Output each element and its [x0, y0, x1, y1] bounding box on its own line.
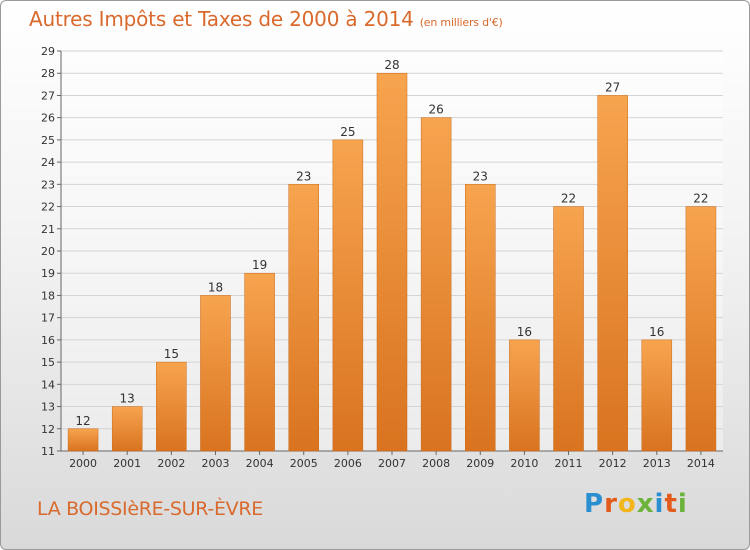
bar-2009 [465, 184, 496, 452]
y-tick-label: 20 [41, 245, 55, 258]
y-tick-label: 11 [41, 445, 55, 458]
y-tick-label: 29 [41, 45, 55, 58]
y-tick-label: 19 [41, 267, 55, 280]
bar-2014 [685, 206, 717, 452]
data-label-2010: 16 [517, 325, 532, 339]
chart-title-unit: (en milliers d'€) [419, 16, 503, 29]
x-tick-label-2011: 2011 [555, 457, 583, 470]
bar-2013 [641, 339, 673, 452]
y-tick-label: 16 [41, 334, 55, 347]
data-label-2008: 26 [428, 103, 443, 117]
data-label-2005: 23 [296, 169, 311, 183]
y-tick-label: 26 [41, 112, 55, 125]
x-tick-label-2013: 2013 [643, 457, 671, 470]
bar-2000 [67, 428, 99, 452]
x-tick-label-2001: 2001 [113, 457, 141, 470]
y-tick-label: 21 [41, 223, 55, 236]
proxiti-logo: Proxiti [584, 489, 688, 519]
y-tick-label: 28 [41, 67, 55, 80]
data-label-2007: 28 [384, 58, 399, 72]
bar-2006 [332, 139, 364, 452]
x-tick-label-2012: 2012 [599, 457, 627, 470]
x-tick-label-2007: 2007 [378, 457, 406, 470]
y-tick-label: 25 [41, 134, 55, 147]
data-label-2006: 25 [340, 125, 355, 139]
bar-2012 [597, 95, 628, 452]
chart-title: Autres Impôts et Taxes de 2000 à 2014 (en… [29, 7, 503, 31]
x-tick-label-2009: 2009 [466, 457, 494, 470]
x-tick-label-2006: 2006 [334, 457, 362, 470]
chart-title-text: Autres Impôts et Taxes de 2000 à 2014 [29, 7, 414, 31]
y-tick-label: 14 [41, 378, 55, 391]
y-tick-label: 22 [41, 201, 55, 214]
x-tick-label-2002: 2002 [157, 457, 185, 470]
x-tick-label-2014: 2014 [687, 457, 715, 470]
y-tick-label: 24 [41, 156, 55, 169]
data-label-2011: 22 [561, 192, 576, 206]
bar-2004 [244, 272, 275, 452]
data-label-2001: 13 [120, 392, 135, 406]
y-tick-label: 17 [41, 312, 55, 325]
data-label-2013: 16 [649, 325, 664, 339]
bar-2002 [156, 361, 187, 452]
x-tick-label-2004: 2004 [246, 457, 274, 470]
data-label-2003: 18 [208, 280, 223, 294]
data-label-2009: 23 [473, 169, 488, 183]
y-tick-label: 23 [41, 178, 55, 191]
bar-2008 [420, 117, 452, 452]
x-tick-label-2005: 2005 [290, 457, 318, 470]
x-tick-label-2010: 2010 [510, 457, 538, 470]
bar-2005 [288, 184, 319, 452]
data-label-2004: 19 [252, 258, 267, 272]
y-tick-label: 12 [41, 423, 55, 436]
y-tick-label: 18 [41, 289, 55, 302]
x-tick-label-2003: 2003 [201, 457, 229, 470]
data-label-2000: 12 [75, 414, 90, 428]
bar-2003 [200, 295, 231, 452]
bar-2011 [553, 206, 584, 452]
data-label-2002: 15 [164, 347, 179, 361]
bar-2010 [509, 339, 540, 452]
x-tick-label-2000: 2000 [69, 457, 97, 470]
commune-name: LA BOISSIèRE-SUR-ÈVRE [37, 498, 263, 520]
y-tick-label: 15 [41, 356, 55, 369]
x-tick-label-2008: 2008 [422, 457, 450, 470]
y-tick-label: 27 [41, 89, 55, 102]
bar-2007 [376, 72, 408, 452]
bar-2001 [111, 406, 143, 452]
data-label-2012: 27 [605, 80, 620, 94]
data-label-2014: 22 [693, 192, 708, 206]
y-tick-label: 13 [41, 401, 55, 414]
